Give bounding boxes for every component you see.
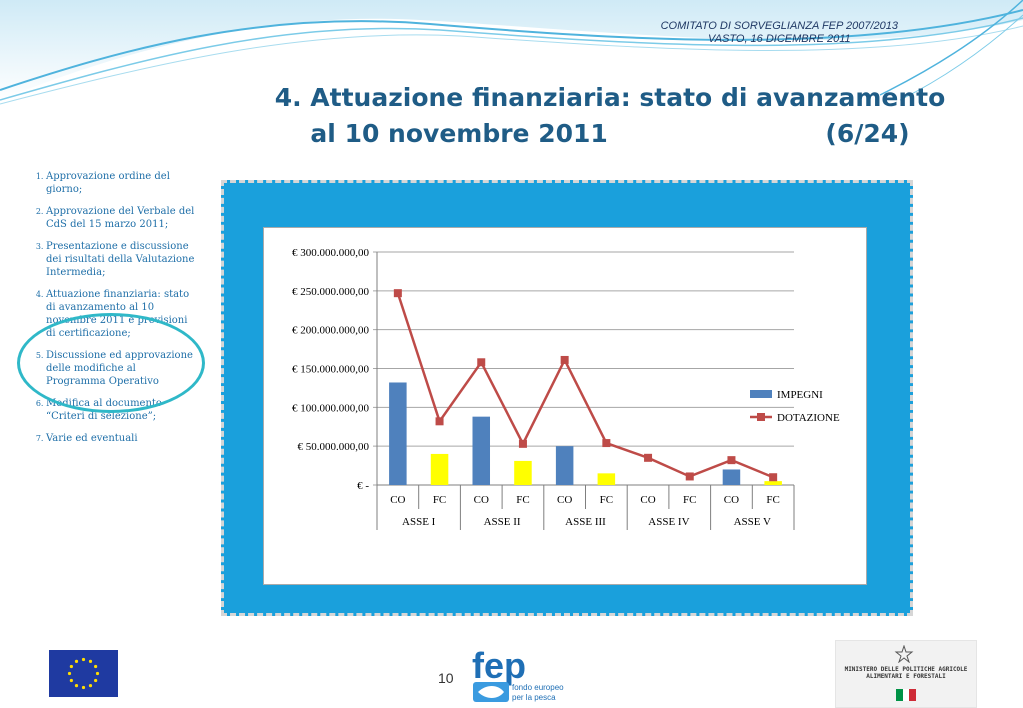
ministry-logo: MINISTERO DELLE POLITICHE AGRICOLE ALIME…	[835, 640, 977, 708]
agenda-item: Presentazione e discussione dei risultat…	[46, 240, 196, 279]
x-tick-label: CO	[724, 494, 739, 506]
y-tick-label: € 100.000.000,00	[292, 402, 370, 414]
agenda-item: Approvazione del Verbale del CdS del 15 …	[46, 205, 196, 231]
agenda-item: Varie ed eventuali	[46, 432, 196, 445]
eu-star	[94, 678, 98, 683]
y-tick-label: € 200.000.000,00	[292, 325, 370, 337]
eu-star	[81, 657, 86, 662]
eu-star	[95, 671, 100, 676]
group-label: ASSE V	[734, 516, 771, 528]
eu-star	[74, 659, 79, 663]
group-label: ASSE II	[484, 516, 521, 528]
y-tick-label: € -	[357, 480, 369, 492]
ministry-name-line1: MINISTERO DELLE POLITICHE AGRICOLE	[844, 666, 968, 673]
line-marker	[393, 289, 402, 298]
ministry-name-line2: ALIMENTARI E FORESTALI	[866, 673, 946, 680]
eu-flag-icon	[49, 650, 118, 697]
eu-star	[88, 684, 93, 688]
current-item-highlight-circle	[17, 313, 205, 413]
page-number: 10	[438, 670, 454, 686]
fep-subtitle-line2: per la pesca	[512, 693, 556, 702]
y-tick-label: € 300.000.000,00	[292, 247, 370, 259]
eu-star	[94, 664, 98, 669]
x-tick-label: CO	[474, 494, 489, 506]
italian-emblem-icon	[894, 645, 914, 663]
conference-header: COMITATO DI SORVEGLIANZA FEP 2007/2013 V…	[661, 20, 898, 46]
chart-panel: € - € 50.000.000,00 € 100.000.000,00 € 150.…	[263, 227, 867, 585]
line-marker	[644, 453, 653, 462]
line-marker	[518, 439, 527, 448]
x-tick-label: CO	[640, 494, 655, 506]
line-marker	[477, 358, 486, 367]
italian-flag-icon	[896, 689, 917, 701]
eu-star	[81, 685, 86, 690]
x-tick-label: FC	[433, 494, 446, 506]
eu-star	[69, 664, 73, 669]
line-marker	[560, 355, 569, 364]
eu-star	[88, 659, 93, 663]
header-wave-decoration	[0, 0, 1023, 105]
y-tick-label: € 250.000.000,00	[292, 286, 370, 298]
eu-star	[74, 684, 79, 688]
eu-star	[67, 671, 72, 676]
fep-logo: fep fondo europeo per la pesca	[472, 645, 564, 702]
slide-title: 4. Attuazione finanziaria: stato di avan…	[250, 80, 970, 152]
bar	[764, 481, 782, 485]
slide-title-line2: al 10 novembre 2011 (6/24)	[310, 119, 910, 148]
bar	[722, 469, 741, 485]
conference-title: COMITATO DI SORVEGLIANZA FEP 2007/2013	[660, 20, 898, 32]
legend-swatch-impegni	[750, 390, 772, 398]
bar	[430, 453, 449, 485]
legend-marker-dotazione	[757, 413, 765, 421]
eu-star	[69, 678, 73, 683]
x-tick-label: CO	[390, 494, 405, 506]
line-marker	[685, 472, 694, 481]
line-marker	[769, 473, 778, 482]
financial-chart: € - € 50.000.000,00 € 100.000.000,00 € 150.…	[292, 247, 840, 530]
bar	[472, 416, 491, 485]
bar	[514, 460, 532, 485]
fep-logo-text: fep	[472, 645, 526, 686]
agenda-item: Approvazione ordine del giorno;	[46, 170, 196, 196]
line-marker	[602, 439, 611, 448]
conference-date: VASTO, 16 DICEMBRE 2011	[707, 33, 851, 45]
bar	[597, 473, 616, 485]
line-marker	[435, 417, 444, 426]
group-label: ASSE IV	[648, 516, 689, 528]
slide-title-line1: 4. Attuazione finanziaria: stato di avan…	[274, 83, 946, 112]
y-tick-label: € 50.000.000,00	[298, 441, 370, 453]
x-tick-label: FC	[516, 494, 529, 506]
y-tick-label: € 150.000.000,00	[292, 364, 370, 376]
x-tick-label: CO	[557, 494, 572, 506]
legend-label-dotazione: DOTAZIONE	[777, 412, 840, 424]
group-label: ASSE III	[565, 516, 606, 528]
legend-label-impegni: IMPEGNI	[777, 389, 823, 401]
line-marker	[727, 456, 736, 465]
bar	[555, 446, 574, 485]
x-tick-label: FC	[683, 494, 696, 506]
x-tick-label: FC	[766, 494, 779, 506]
group-label: ASSE I	[402, 516, 436, 528]
fep-subtitle-line1: fondo europeo	[512, 683, 564, 692]
x-tick-label: FC	[600, 494, 613, 506]
series-line	[396, 292, 774, 479]
bar	[389, 382, 407, 485]
